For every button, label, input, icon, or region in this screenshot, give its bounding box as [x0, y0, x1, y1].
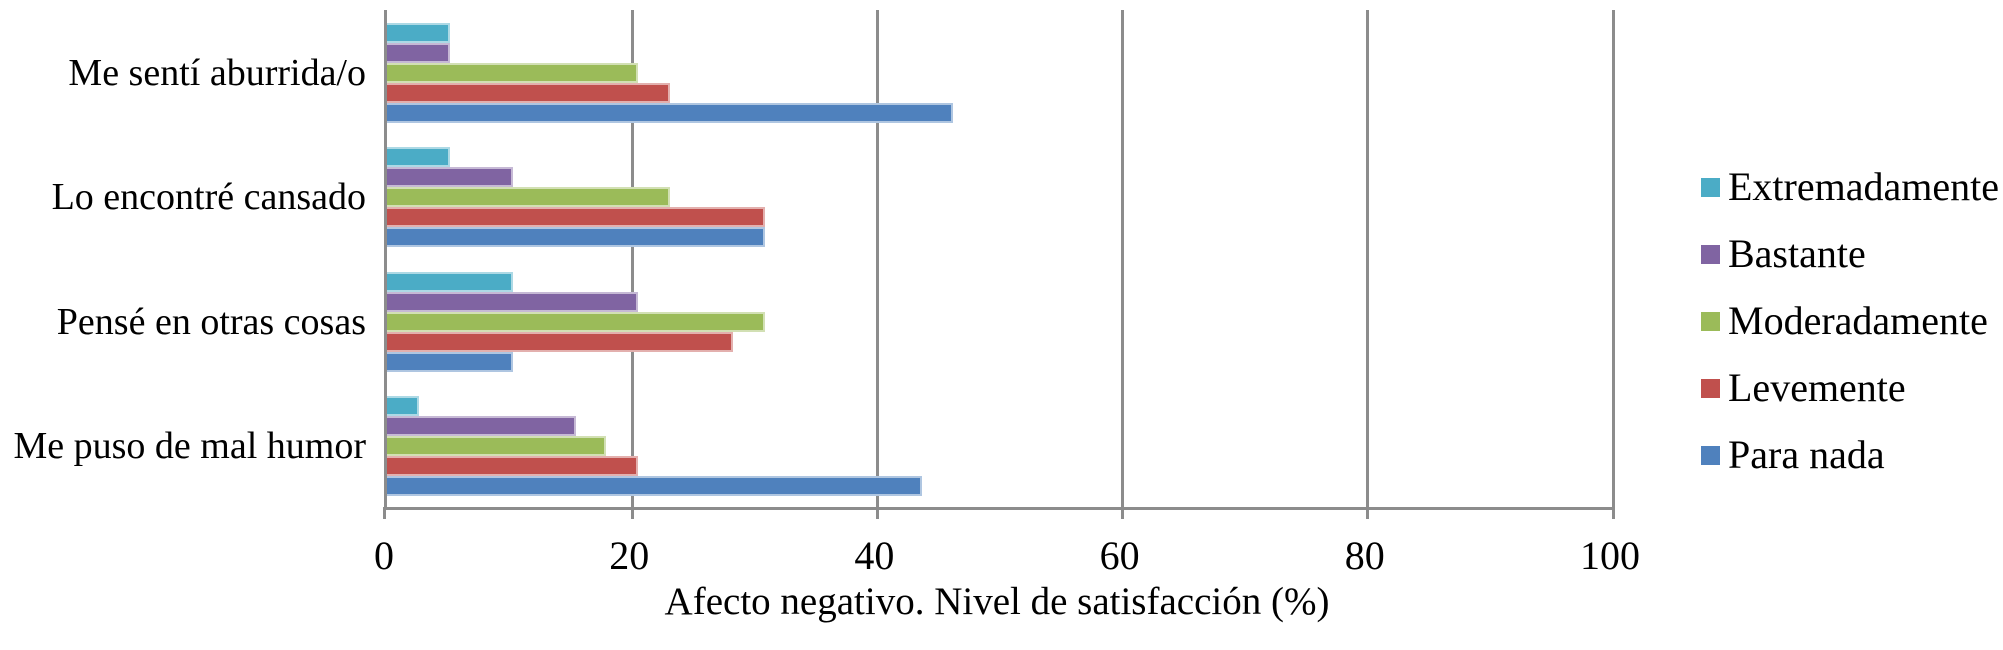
x-tick-label-40: 40: [854, 533, 895, 578]
x-tick-label-60: 60: [1099, 533, 1140, 578]
legend-swatch-icon: [1701, 177, 1720, 197]
legend-label: Levemente: [1728, 365, 1906, 410]
x-tick-label-20: 20: [609, 533, 650, 578]
legend-item-levemente: Levemente: [1701, 364, 1906, 412]
bar-extremadamente-cat3: [387, 395, 419, 416]
bar-moderadamente-cat2: [387, 311, 765, 332]
bar-para-nada-cat2: [387, 351, 514, 372]
legend-swatch-icon: [1701, 311, 1720, 331]
bar-moderadamente-cat3: [387, 435, 607, 456]
bar-para-nada-cat3: [387, 475, 922, 496]
gridline-80: [1366, 10, 1370, 507]
gridline-20: [630, 10, 634, 507]
axis-tick-60: [1121, 507, 1125, 519]
gridline-40: [875, 10, 879, 507]
axis-tick-100: [1611, 507, 1615, 519]
axis-tick-80: [1366, 507, 1370, 519]
plot-area: [382, 10, 1615, 519]
legend-label: Bastante: [1728, 231, 1866, 276]
bar-moderadamente-cat1: [387, 187, 671, 208]
x-tick-label-80: 80: [1344, 533, 1385, 578]
legend-swatch-icon: [1701, 445, 1720, 465]
bar-para-nada-cat0: [387, 103, 954, 123]
legend-swatch-icon: [1701, 244, 1720, 264]
bar-levemente-cat0: [387, 83, 671, 103]
bar-bastante-cat1: [387, 167, 514, 188]
legend-label: Para nada: [1728, 432, 1885, 477]
legend-label: Extremadamente: [1728, 164, 1999, 209]
axis-tick-40: [875, 507, 879, 519]
category-label-3: Me puso de mal humor: [13, 424, 366, 467]
legend-item-bastante: Bastante: [1701, 230, 1866, 278]
bar-bastante-cat0: [387, 43, 450, 63]
bar-extremadamente-cat2: [387, 271, 514, 292]
legend-item-para-nada: Para nada: [1701, 431, 1885, 479]
legend-item-extremadamente: Extremadamente: [1701, 163, 1999, 211]
bar-bastante-cat3: [387, 415, 576, 436]
x-axis-title: Afecto negativo. Nivel de satisfacción (…: [664, 580, 1330, 623]
category-label-2: Pensé en otras cosas: [56, 300, 366, 343]
bar-levemente-cat1: [387, 207, 765, 228]
legend-swatch-icon: [1701, 378, 1720, 398]
axis-tick-20: [630, 507, 634, 519]
bar-bastante-cat2: [387, 291, 639, 312]
bar-para-nada-cat1: [387, 227, 765, 248]
category-label-1: Lo encontré cansado: [51, 176, 366, 219]
axis-tick-0: [382, 507, 386, 519]
bar-moderadamente-cat0: [387, 63, 639, 83]
bar-extremadamente-cat1: [387, 147, 450, 168]
category-label-0: Me sentí aburrida/o: [68, 52, 366, 94]
legend-item-moderadamente: Moderadamente: [1701, 297, 1988, 345]
x-tick-label-100: 100: [1580, 533, 1640, 578]
x-tick-label-0: 0: [374, 533, 394, 578]
bar-extremadamente-cat0: [387, 23, 450, 43]
bar-levemente-cat2: [387, 331, 733, 352]
gridline-60: [1121, 10, 1125, 507]
legend-label: Moderadamente: [1728, 298, 1988, 343]
gridline-100: [1611, 10, 1615, 507]
bar-levemente-cat3: [387, 455, 639, 476]
